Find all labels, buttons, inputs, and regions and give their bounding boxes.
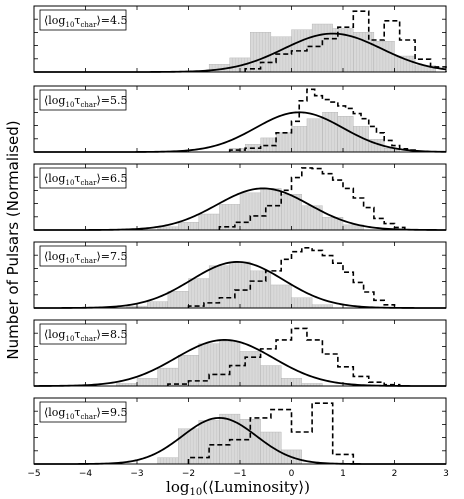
panel-label: ⟨log10τchar⟩=7.5 [44, 250, 127, 265]
x-tick-label: 3 [443, 469, 449, 479]
y-axis-label: Number of Pulsars (Normalised) [4, 120, 22, 360]
histogram-bar [275, 132, 292, 153]
panel-label-box [39, 89, 127, 111]
panel-label: ⟨log10τchar⟩=9.5 [44, 406, 127, 421]
x-axis-label-sub: 10 [189, 487, 203, 498]
x-axis-label-log: log [166, 478, 190, 496]
histogram-bar [306, 118, 323, 153]
panel-label-box [39, 401, 127, 423]
panel-label-box [39, 167, 127, 189]
x-tick-label: 2 [392, 469, 398, 479]
panel-label: ⟨log10τchar⟩=4.5 [44, 14, 127, 29]
x-tick-label: −4 [79, 469, 93, 479]
observed-step [187, 402, 355, 464]
panel-4: ⟨log10τchar⟩=7.5 [33, 241, 447, 309]
panel-label-box [39, 9, 127, 31]
observed-step [228, 88, 416, 152]
x-tick-label: −1 [233, 469, 246, 479]
histogram-bar [337, 116, 354, 153]
observed-step [244, 10, 447, 72]
panel-label: ⟨log10τchar⟩=6.5 [44, 172, 127, 187]
x-tick-label: −2 [182, 469, 195, 479]
panel-5: ⟨log10τchar⟩=8.5 [33, 319, 447, 387]
x-tick-label: 0 [289, 469, 295, 479]
y-axis-label-container: Number of Pulsars (Normalised) [0, 0, 26, 480]
x-axis-label: log10(⟨Luminosity⟩) [166, 478, 310, 498]
panel-3: ⟨log10τchar⟩=6.5 [33, 163, 447, 231]
panel-label: ⟨log10τchar⟩=8.5 [44, 328, 127, 343]
x-tick-label: −3 [130, 469, 143, 479]
x-tick-label: 1 [340, 469, 346, 479]
panel-2: ⟨log10τchar⟩=5.5 [33, 85, 447, 153]
panel-6: ⟨log10τchar⟩=9.5 −5 −4 −3 −2 −1 0 1 2 3 [27, 397, 449, 479]
histogram-bar [291, 126, 308, 153]
x-tick-label: −5 [27, 469, 40, 479]
panel-label: ⟨log10τchar⟩=5.5 [44, 94, 127, 109]
observed-step [187, 247, 396, 308]
panel-label-box [39, 245, 127, 267]
panel-label-box [39, 323, 127, 345]
x-axis-label-rest: (⟨Luminosity⟩) [202, 478, 310, 496]
observed-step [167, 327, 401, 386]
panel-1: ⟨log10τchar⟩=4.5 [33, 5, 447, 73]
observed-step [218, 167, 406, 230]
